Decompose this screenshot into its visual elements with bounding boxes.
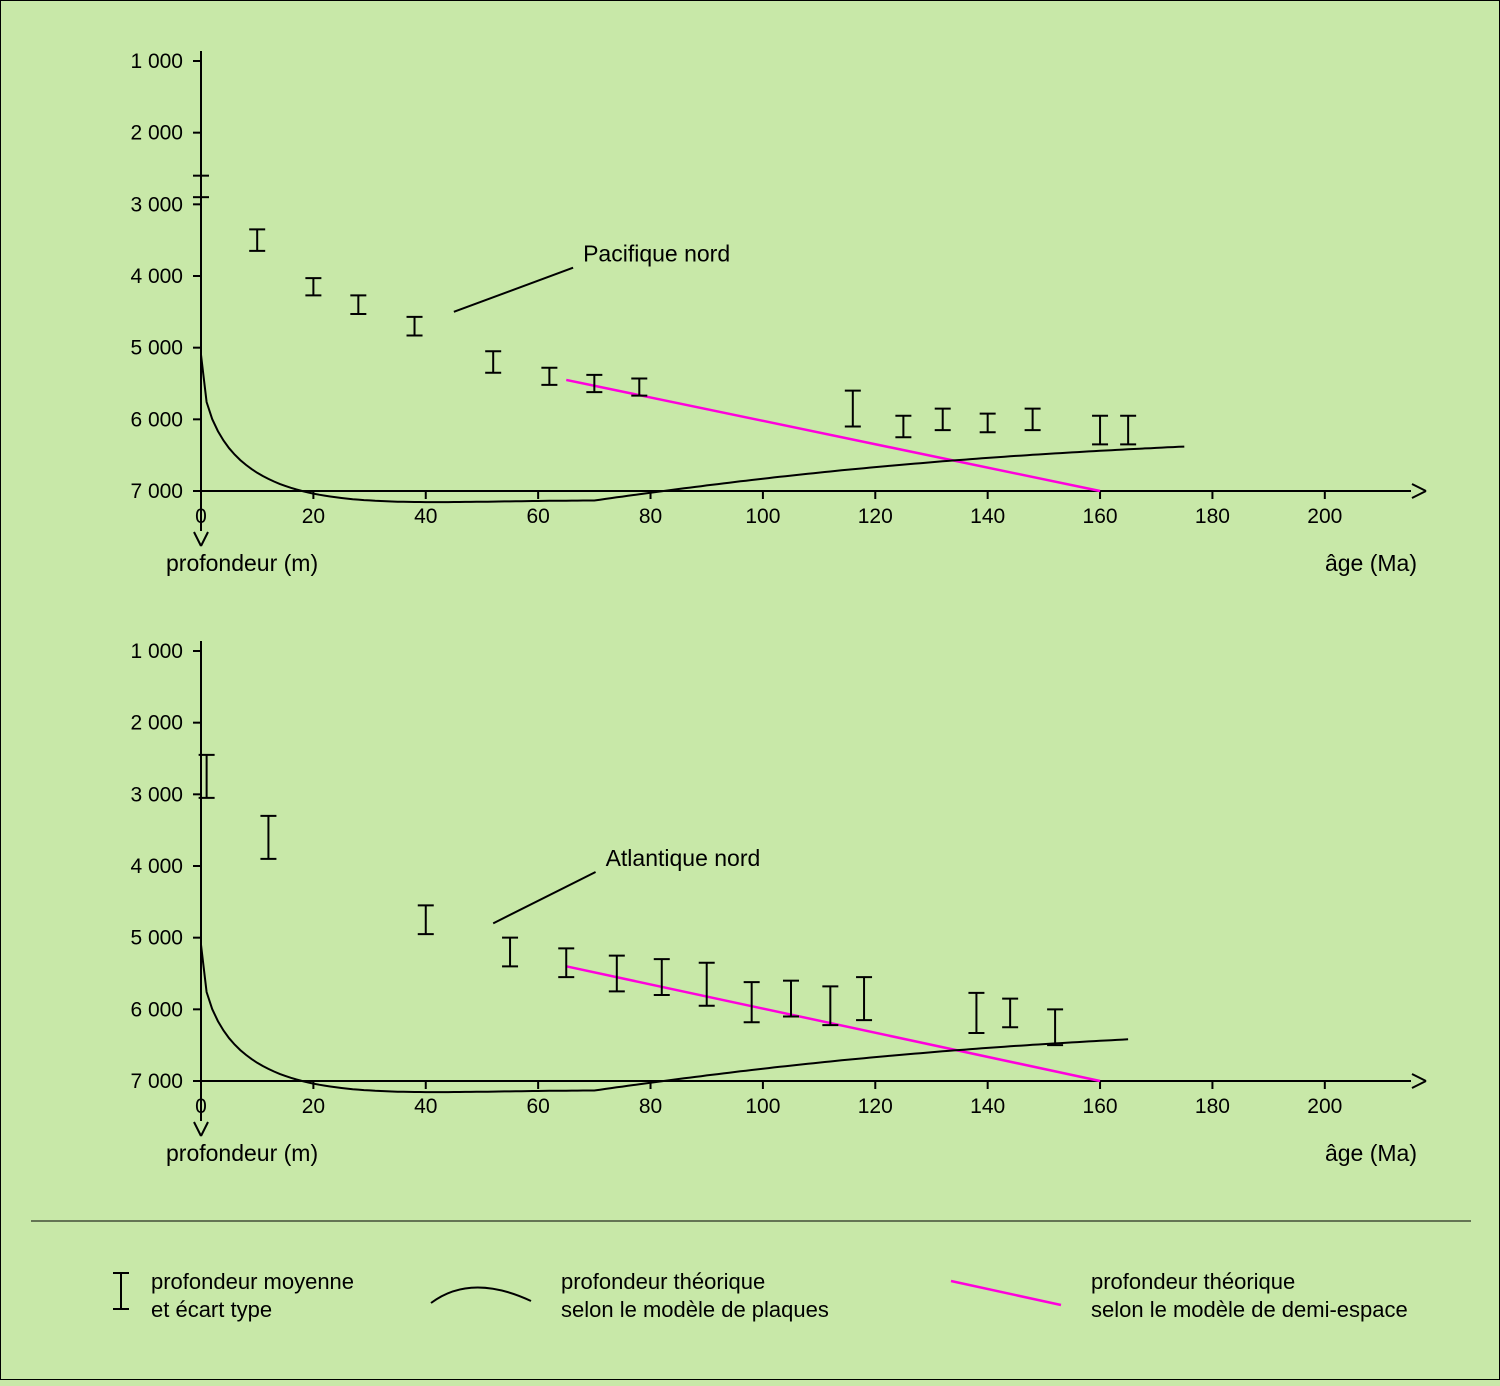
chart-title: Pacifique nord	[583, 241, 730, 267]
x-tick-label: 0	[195, 505, 207, 528]
x-tick-label: 200	[1307, 1095, 1342, 1118]
page-container: 1 000 2 000 3 000 4 000 5 000 6 000 7 000 0 20 40…	[0, 0, 1500, 1380]
x-tick-label: 20	[302, 1095, 325, 1118]
x-tick-label: 140	[970, 1095, 1005, 1118]
y-tick-label: 3 000	[130, 783, 183, 806]
y-tick-label: 1 000	[130, 50, 183, 73]
y-tick-label: 3 000	[130, 193, 183, 216]
title-leader	[493, 872, 595, 923]
title-leader	[454, 268, 573, 312]
legend-item3-line2: selon le modèle de demi-espace	[1091, 1297, 1408, 1322]
halfspace-model-line	[566, 966, 1100, 1081]
x-tick-label: 20	[302, 505, 325, 528]
legend-item1-line2: et écart type	[151, 1297, 272, 1322]
y-tick-label: 7 000	[130, 480, 183, 503]
y-axis-label: profondeur (m)	[166, 550, 318, 576]
x-tick-label: 80	[639, 505, 662, 528]
x-tick-label: 180	[1195, 505, 1230, 528]
chart-pacifique-nord: 1 000 2 000 3 000 4 000 5 000 6 000 7 000 0 20 40…	[130, 50, 1426, 576]
x-tick-label: 0	[195, 1095, 207, 1118]
y-tick-label: 4 000	[130, 265, 183, 288]
legend: profondeur moyenne et écart type profondeu…	[113, 1269, 1408, 1322]
x-tick-label: 160	[1083, 505, 1118, 528]
x-tick-label: 60	[526, 505, 549, 528]
x-tick-label: 120	[858, 1095, 893, 1118]
legend-item3-line1: profondeur théorique	[1091, 1269, 1295, 1294]
x-tick-label: 180	[1195, 1095, 1230, 1118]
chart-svg: 1 000 2 000 3 000 4 000 5 000 6 000 7 000 0 20 40…	[1, 1, 1500, 1381]
x-tick-label: 40	[414, 505, 437, 528]
y-tick-label: 2 000	[130, 712, 183, 735]
x-axis-label: âge (Ma)	[1325, 1140, 1417, 1166]
chart-title: Atlantique nord	[606, 845, 761, 871]
y-tick-label: 5 000	[130, 927, 183, 950]
x-tick-label: 100	[745, 1095, 780, 1118]
legend-item2-line2: selon le modèle de plaques	[561, 1297, 829, 1322]
x-tick-label: 100	[745, 505, 780, 528]
legend-item2-line1: profondeur théorique	[561, 1269, 765, 1294]
x-tick-label: 140	[970, 505, 1005, 528]
x-tick-label: 160	[1083, 1095, 1118, 1118]
plate-model-curve	[201, 355, 1184, 502]
x-tick-label: 200	[1307, 505, 1342, 528]
y-tick-label: 2 000	[130, 122, 183, 145]
y-tick-label: 5 000	[130, 337, 183, 360]
legend-item1-line1: profondeur moyenne	[151, 1269, 354, 1294]
x-tick-label: 60	[526, 1095, 549, 1118]
chart-atlantique-nord: 1 000 2 000 3 000 4 000 5 000 6 000 7 000 0 20 40…	[130, 640, 1426, 1166]
x-axis-label: âge (Ma)	[1325, 550, 1417, 576]
x-tick-label: 80	[639, 1095, 662, 1118]
y-axis-label: profondeur (m)	[166, 1140, 318, 1166]
x-tick-label: 120	[858, 505, 893, 528]
y-tick-label: 6 000	[130, 998, 183, 1021]
y-tick-label: 1 000	[130, 640, 183, 663]
x-tick-label: 40	[414, 1095, 437, 1118]
y-tick-label: 6 000	[130, 408, 183, 431]
y-tick-label: 4 000	[130, 855, 183, 878]
plate-model-curve	[201, 945, 1128, 1092]
y-tick-label: 7 000	[130, 1070, 183, 1093]
